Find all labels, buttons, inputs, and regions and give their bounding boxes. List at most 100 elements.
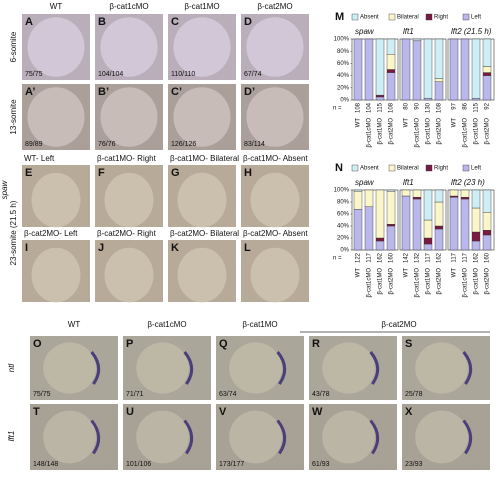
panel-letter: B’ <box>98 86 109 98</box>
panel-count: 71/71 <box>126 391 144 398</box>
y-tick-label: 20% <box>337 236 350 242</box>
x-tick-label: β-cat1cMO <box>367 118 373 148</box>
panel-letter: U <box>126 406 134 418</box>
group-title: lft2 (21.5 h) <box>451 27 492 36</box>
x-tick-label: WT <box>356 268 362 278</box>
plot-frame <box>351 38 399 101</box>
x-tick-label: β-cat2MO <box>389 268 395 295</box>
legend-swatch <box>425 164 433 172</box>
bar-segment <box>482 66 492 73</box>
embryo <box>43 342 96 394</box>
embryo-tail <box>183 419 194 455</box>
x-tick-label: WT <box>452 268 458 278</box>
bar-segment <box>471 38 481 99</box>
legend-label: Right <box>434 166 448 172</box>
group-title: lft1 <box>403 178 414 187</box>
panel-count: 126/126 <box>171 141 196 148</box>
x-tick-label: β-cat1cMO <box>367 268 373 298</box>
legend-label: Bilateral <box>397 15 419 21</box>
bar-segment <box>412 40 422 101</box>
plot-frame <box>399 189 447 251</box>
x-tick-label: β-cat2MO <box>485 268 491 295</box>
plot-frame <box>399 38 447 101</box>
n-value: 162 <box>437 252 443 263</box>
embryo <box>100 17 158 77</box>
panel-letter: A’ <box>25 86 35 98</box>
x-tick-label: β-cat1cMO <box>415 118 421 148</box>
embryo <box>415 410 468 464</box>
embryo-tail <box>276 419 287 455</box>
bar-segment <box>386 190 396 225</box>
y-tick-label: 20% <box>337 85 350 91</box>
embryo <box>27 17 85 77</box>
n-label: n = <box>333 106 342 112</box>
bar-segment <box>449 189 459 197</box>
x-tick-label: β-cat2MO <box>485 118 491 145</box>
legend-label: Absent <box>360 15 379 21</box>
embryo <box>229 410 282 464</box>
panel-count: 89/89 <box>25 141 43 148</box>
legend-label: Right <box>434 15 448 21</box>
group-title: spaw <box>355 178 375 187</box>
bar-segment <box>423 38 433 99</box>
panel-letter: C’ <box>171 86 182 98</box>
n-value: 122 <box>356 252 362 263</box>
panel-count: 173/177 <box>219 461 244 468</box>
embryo <box>43 410 96 464</box>
n-value: 142 <box>404 252 410 263</box>
n-value: 117 <box>367 252 373 262</box>
n-value: 108 <box>356 102 362 113</box>
panel-letter: G <box>171 167 180 179</box>
bar-segment <box>423 219 433 239</box>
x-tick-label: β-cat1MO <box>426 118 432 145</box>
bar-segment <box>386 69 396 73</box>
bar-segment <box>353 189 363 192</box>
panel-letter: P <box>126 338 133 350</box>
n-value: 86 <box>463 102 469 109</box>
panel-letter: Q <box>219 338 228 350</box>
panel-letter: R <box>312 338 320 350</box>
embryo-tail <box>369 419 380 455</box>
panel-caption: β-cat2MO- Absent <box>243 229 308 238</box>
x-tick-label: β-cat1cMO <box>463 118 469 148</box>
embryo-tail <box>90 419 101 455</box>
legend-label: Bilateral <box>397 166 419 172</box>
panel-count: 67/74 <box>244 71 262 78</box>
bar-segment <box>353 190 363 210</box>
y-tick-label: 100% <box>334 188 350 194</box>
panel-letter: S <box>405 338 412 350</box>
n-value: 90 <box>415 102 421 109</box>
y-tick-label: 40% <box>337 224 350 230</box>
panel-caption: β-cat1MO- Right <box>97 154 157 163</box>
panel-caption: WT- Left <box>24 154 55 163</box>
panel-count: 75/75 <box>33 391 51 398</box>
panel-count: 43/78 <box>312 391 330 398</box>
embryo <box>136 410 190 464</box>
plot-frame <box>447 38 495 101</box>
y-tick-label: 60% <box>337 212 350 218</box>
legend-swatch <box>388 164 396 172</box>
embryo <box>415 342 468 394</box>
panel-letter: D <box>244 16 252 28</box>
bar-segment <box>386 189 396 192</box>
bar-segment <box>401 195 411 251</box>
column-header: β-cat1cMO <box>109 2 148 11</box>
x-tick-label: WT <box>356 118 362 128</box>
embryo-tail <box>462 419 473 455</box>
column-header: β-cat2MO <box>257 2 292 11</box>
y-tick-label: 80% <box>337 200 350 206</box>
x-tick-label: β-cat1MO <box>474 118 480 145</box>
panel-letter: J <box>98 242 104 254</box>
bar-segment <box>460 198 470 251</box>
bar-segment <box>434 189 444 203</box>
panel-count: 75/75 <box>25 71 43 78</box>
panel-letter: X <box>405 406 413 418</box>
y-tick-label: 100% <box>334 37 350 43</box>
bar-segment <box>434 38 444 79</box>
panel-count: 25/78 <box>405 391 423 398</box>
n-value: 130 <box>426 102 432 113</box>
legend-label: Absent <box>360 166 379 172</box>
legend-swatch <box>462 13 470 21</box>
panel-caption: β-cat2MO- Left <box>24 229 78 238</box>
bar-segment <box>482 75 492 101</box>
